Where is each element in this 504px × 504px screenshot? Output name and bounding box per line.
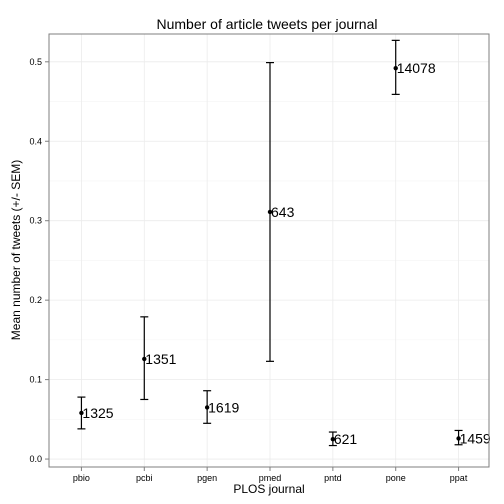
x-tick-label: ppat [450, 473, 468, 483]
data-point-pmed [267, 209, 273, 215]
y-tick-label: 0.2 [29, 295, 42, 305]
data-point-pbio [79, 410, 84, 416]
data-label-pbio: 1325 [82, 405, 113, 421]
point-layer [79, 65, 461, 442]
data-point-ppat [456, 436, 461, 441]
data-label-ppat: 1459 [460, 430, 491, 446]
y-axis: 0.0 0.1 0.2 0.3 0.4 0.5 [29, 57, 49, 464]
data-point-pgen [204, 405, 210, 410]
data-label-pone: 14078 [397, 60, 436, 76]
y-tick-label: 0.3 [29, 216, 42, 226]
data-point-pcbi [142, 356, 147, 362]
y-tick-label: 0.5 [29, 57, 42, 67]
plot-panel-border [48, 33, 490, 468]
x-tick-label: pmed [259, 473, 282, 483]
y-tick-label: 0.4 [29, 136, 42, 146]
data-label-pmed: 643 [271, 204, 295, 220]
y-axis-title: Mean number of tweets (+/- SEM) [9, 160, 23, 340]
chart-title: Number of article tweets per journal [157, 16, 378, 32]
x-tick-label: pntd [324, 473, 342, 483]
x-tick-label: pbio [73, 473, 90, 483]
x-tick-label: pcbi [136, 473, 153, 483]
data-label-layer: 1325 1351 1619 643 621 14078 1459 [82, 60, 491, 447]
x-axis: pbio pcbi pgen pmed pntd pone ppat [73, 467, 468, 483]
data-point-pntd [330, 436, 336, 442]
data-label-pgen: 1619 [208, 399, 239, 415]
y-tick-label: 0.1 [29, 375, 42, 385]
y-tick-label: 0.0 [29, 454, 42, 464]
data-label-pntd: 621 [334, 431, 358, 447]
data-label-pcbi: 1351 [145, 351, 176, 367]
grid-layer [49, 34, 489, 467]
x-tick-label: pone [386, 473, 406, 483]
data-point-pone [393, 65, 398, 71]
x-axis-title: PLOS journal [233, 482, 304, 496]
x-tick-label: pgen [197, 473, 217, 483]
